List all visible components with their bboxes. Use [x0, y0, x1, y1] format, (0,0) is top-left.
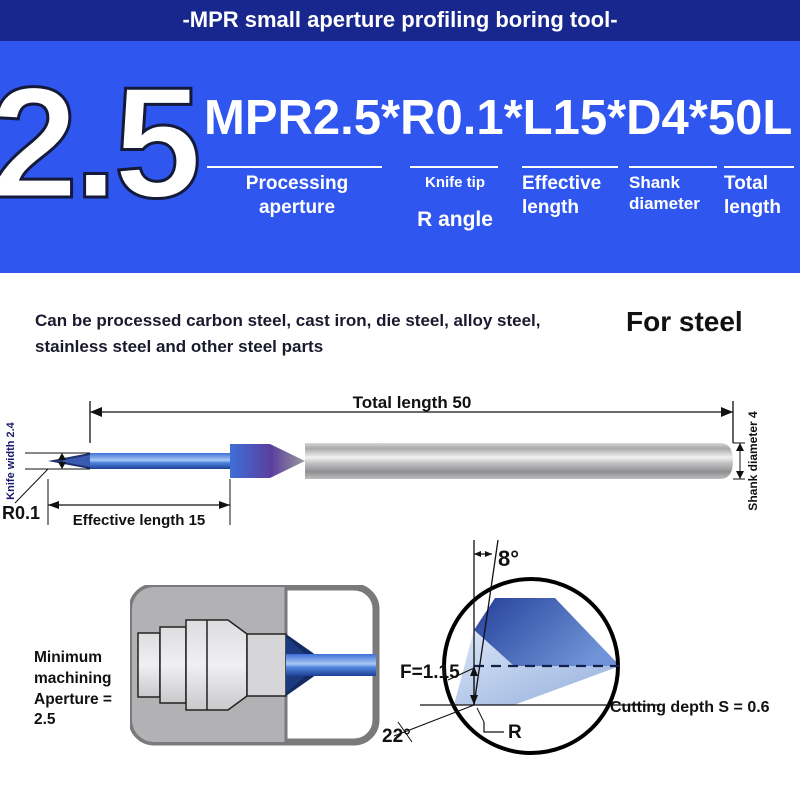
svg-text:R: R [508, 722, 522, 743]
svg-text:Cutting depth S = 0.6: Cutting depth S = 0.6 [610, 699, 770, 716]
svg-text:Shank diameter 4: Shank diameter 4 [746, 411, 760, 511]
svg-text:Effective length 15: Effective length 15 [73, 512, 206, 529]
svg-text:F=1.15: F=1.15 [400, 662, 460, 683]
svg-text:22°: 22° [382, 726, 411, 747]
svg-text:8°: 8° [498, 546, 519, 571]
svg-text:Knife width 2.4: Knife width 2.4 [5, 421, 17, 500]
svg-text:Total length 50: Total length 50 [353, 395, 472, 412]
svg-text:R0.1: R0.1 [2, 503, 40, 523]
